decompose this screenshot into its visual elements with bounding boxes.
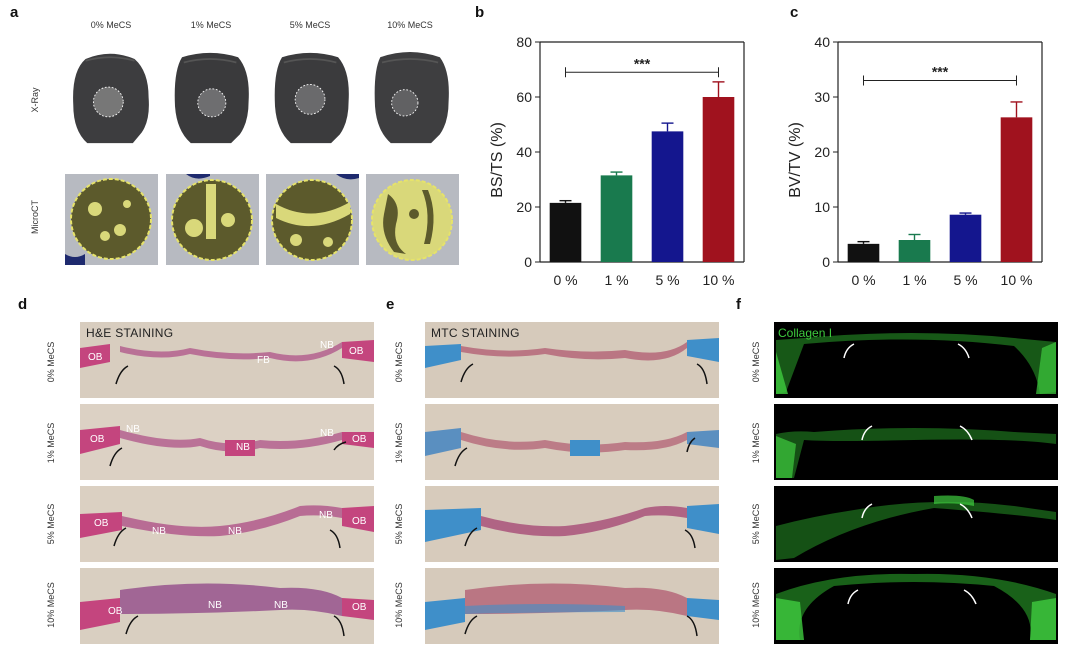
panel-label-b: b: [475, 4, 485, 21]
collagen-slide-3: [774, 568, 1058, 644]
significance-label: ***: [634, 55, 651, 71]
bv-tv-chart: BV/TV (%) 0 10 20 30 40 0 % 1 % 5 % 10 % ***: [787, 34, 1043, 288]
mtc-slide-1: [425, 404, 719, 480]
he-annotation: NB: [236, 442, 250, 453]
he-annotation: OB: [352, 516, 367, 527]
he-slide-3: OB NB NB OB: [80, 568, 374, 644]
y-tick-label: 40: [516, 144, 532, 160]
y-tick-label: 40: [814, 34, 830, 50]
he-slide-0: H&E STAINING OB FB NB OB: [80, 322, 374, 398]
f-row-label-2: 5% MeCS: [751, 503, 761, 545]
mtc-slide-0: MTC STAINING: [425, 322, 719, 398]
x-tick-label: 1 %: [902, 272, 926, 288]
microct-image-1: [166, 174, 259, 265]
bs-ts-y-axis-label: BS/TS (%): [489, 122, 506, 198]
x-tick-label: 0 %: [851, 272, 875, 288]
e-row-label-1: 1% MeCS: [394, 422, 404, 464]
he-slide-1: OB NB NB NB OB: [80, 404, 374, 480]
e-row-label-0: 0% MeCS: [394, 341, 404, 383]
he-slide-2: OB NB NB NB OB: [80, 486, 374, 562]
he-annotation: NB: [228, 526, 242, 537]
bar: [949, 214, 982, 262]
bs-ts-chart: BS/TS (%) 0 20 40 60 80 0 % 1 % 5 % 10 % ***: [489, 34, 745, 288]
x-tick-label: 10 %: [703, 272, 735, 288]
he-annotation: NB: [320, 428, 334, 439]
column-header-0: 0% MeCS: [90, 20, 132, 30]
collagen-title: Collagen I: [778, 326, 833, 340]
d-row-label-3: 10% MeCS: [46, 582, 56, 628]
x-tick-label: 1 %: [604, 272, 628, 288]
f-row-label-3: 10% MeCS: [751, 582, 761, 628]
he-annotation: NB: [208, 600, 222, 611]
column-header-2: 5% MeCS: [289, 20, 331, 30]
e-row-label-3: 10% MeCS: [394, 582, 404, 628]
y-tick-label: 0: [524, 254, 532, 270]
bar: [702, 97, 735, 262]
x-tick-label: 5 %: [953, 272, 977, 288]
y-tick-label: 60: [516, 89, 532, 105]
row-label-xray: X-Ray: [30, 87, 40, 113]
bar: [898, 240, 931, 262]
column-header-1: 1% MeCS: [190, 20, 232, 30]
y-tick-label: 0: [822, 254, 830, 270]
bar: [600, 175, 633, 262]
bar: [847, 243, 880, 262]
bar: [1000, 117, 1033, 262]
y-tick-label: 20: [516, 199, 532, 215]
microct-image-2: [266, 174, 359, 265]
xray-image-0: [64, 52, 157, 144]
he-annotation: NB: [320, 340, 334, 351]
x-tick-label: 10 %: [1001, 272, 1033, 288]
panel-label-a: a: [10, 4, 19, 21]
f-row-label-0: 0% MeCS: [751, 341, 761, 383]
panel-label-d: d: [18, 296, 28, 313]
bv-tv-y-axis-label: BV/TV (%): [787, 122, 804, 198]
y-tick-label: 30: [814, 89, 830, 105]
he-annotation: OB: [349, 346, 364, 357]
x-tick-label: 0 %: [553, 272, 577, 288]
he-annotation: NB: [319, 510, 333, 521]
column-header-3: 10% MeCS: [387, 20, 433, 30]
he-annotation: OB: [108, 606, 123, 617]
he-annotation: OB: [352, 602, 367, 613]
xray-image-1: [164, 52, 257, 144]
y-tick-label: 80: [516, 34, 532, 50]
microct-image-0: [65, 174, 158, 265]
he-annotation: OB: [352, 434, 367, 445]
row-label-microct: MicroCT: [30, 200, 40, 234]
bar: [549, 202, 582, 262]
he-annotation: NB: [274, 600, 288, 611]
mtc-slide-3: [425, 568, 719, 644]
x-tick-label: 5 %: [655, 272, 679, 288]
xray-image-2: [264, 52, 357, 144]
bar: [651, 131, 684, 262]
he-annotation: OB: [90, 434, 105, 445]
microct-image-3: [366, 174, 459, 265]
e-row-label-2: 5% MeCS: [394, 503, 404, 545]
d-row-label-1: 1% MeCS: [46, 422, 56, 464]
y-tick-label: 10: [814, 199, 830, 215]
he-annotation: OB: [88, 352, 103, 363]
he-annotation: FB: [257, 355, 270, 366]
d-row-label-0: 0% MeCS: [46, 341, 56, 383]
d-row-label-2: 5% MeCS: [46, 503, 56, 545]
he-annotation: OB: [94, 518, 109, 529]
mtc-staining-title: MTC STAINING: [431, 326, 520, 340]
xray-image-3: [364, 52, 457, 144]
he-annotation: NB: [152, 526, 166, 537]
f-row-label-1: 1% MeCS: [751, 422, 761, 464]
he-staining-title: H&E STAINING: [86, 326, 174, 340]
panel-label-e: e: [386, 296, 395, 313]
he-annotation: NB: [126, 424, 140, 435]
collagen-slide-0: Collagen I: [774, 322, 1058, 398]
mtc-slide-2: [425, 486, 719, 562]
significance-label: ***: [932, 64, 949, 80]
y-tick-label: 20: [814, 144, 830, 160]
collagen-slide-2: [774, 486, 1058, 562]
collagen-slide-1: [774, 404, 1058, 480]
panel-label-c: c: [790, 4, 799, 21]
panel-label-f: f: [736, 296, 741, 313]
